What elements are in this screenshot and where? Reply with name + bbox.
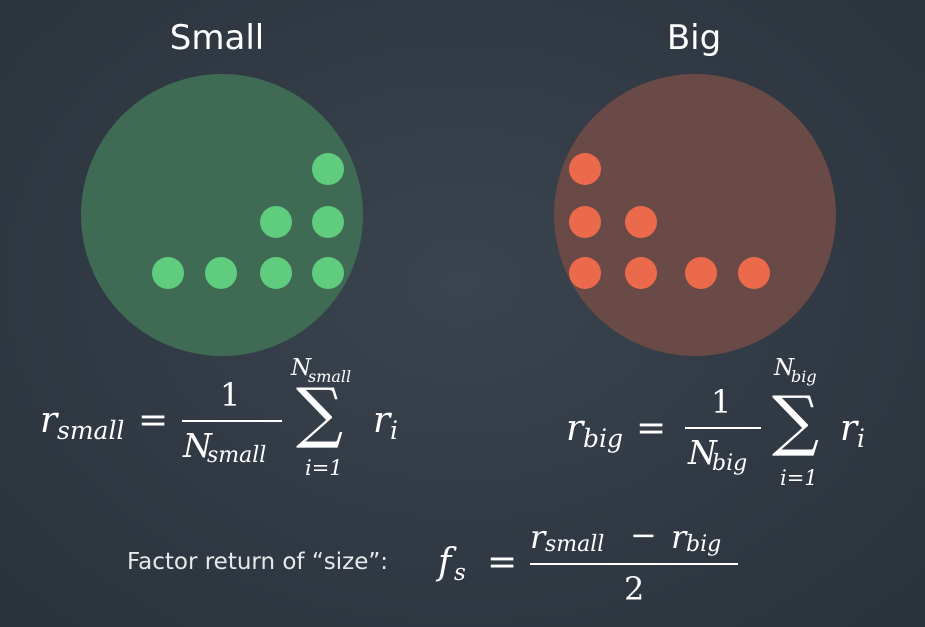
formula-big-numerator: 1 — [711, 383, 732, 421]
big-group-circle — [554, 74, 836, 356]
big-dot — [625, 257, 657, 289]
factor-minus: − — [630, 516, 657, 554]
formula-big-term-sub: i — [857, 424, 865, 453]
formula-small-denom-var: N — [183, 426, 212, 465]
formula-small-term-sub: i — [390, 416, 398, 445]
small-dot — [312, 206, 344, 238]
big-dot — [625, 206, 657, 238]
formula-small-fraction-bar — [182, 420, 282, 422]
formula-big-denom-var: N — [688, 433, 717, 472]
big-group-title: Big — [666, 18, 722, 58]
formula-big-lhs-sub: big — [583, 424, 624, 453]
formula-small-term-var: r — [373, 400, 391, 441]
formula-small-sum-symbol: ∑ — [296, 374, 344, 451]
formula-big-denom-sub: big — [712, 451, 748, 476]
big-dot — [738, 257, 770, 289]
formula-big-equals: = — [636, 408, 667, 449]
factor-lhs-sub: s — [454, 560, 466, 586]
small-dot — [312, 153, 344, 185]
formula-big-lhs-var: r — [566, 408, 584, 449]
big-dot — [569, 206, 601, 238]
factor-equals: = — [487, 542, 518, 583]
formula-small-numerator: 1 — [220, 376, 241, 414]
factor-denominator: 2 — [624, 570, 645, 608]
formula-small-lower-limit: i=1 — [305, 456, 343, 480]
formula-small-equals: = — [138, 400, 169, 441]
small-dot — [260, 257, 292, 289]
factor-fraction-bar — [530, 563, 738, 565]
small-dot — [312, 257, 344, 289]
small-dot — [152, 257, 184, 289]
factor-num-a-sub: small — [545, 532, 605, 557]
formula-small-lhs-sub: small — [57, 416, 125, 445]
formula-big-term-var: r — [840, 408, 858, 449]
small-dot — [260, 206, 292, 238]
formula-big-upper-var: N — [774, 355, 795, 381]
factor-num-b-var: r — [671, 518, 687, 556]
formula-small-upper-var: N — [291, 355, 312, 381]
formula-small-upper-sub: small — [308, 367, 352, 386]
factor-return-label: Factor return of “size”: — [127, 549, 389, 575]
formula-small-denom-sub: small — [207, 443, 267, 468]
big-dot — [569, 257, 601, 289]
factor-lhs-var: f — [438, 542, 452, 583]
formula-small-lhs-var: r — [40, 400, 58, 441]
formula-big-lower-limit: i=1 — [780, 466, 818, 490]
small-dot — [205, 257, 237, 289]
formula-big-fraction-bar — [685, 427, 761, 429]
big-dot — [569, 153, 601, 185]
small-group-title: Small — [169, 18, 265, 58]
formula-big-sum-symbol: ∑ — [772, 382, 820, 459]
big-dot — [685, 257, 717, 289]
factor-num-b-sub: big — [686, 532, 722, 557]
formula-big-upper-sub: big — [791, 367, 817, 386]
factor-num-a-var: r — [530, 518, 546, 556]
